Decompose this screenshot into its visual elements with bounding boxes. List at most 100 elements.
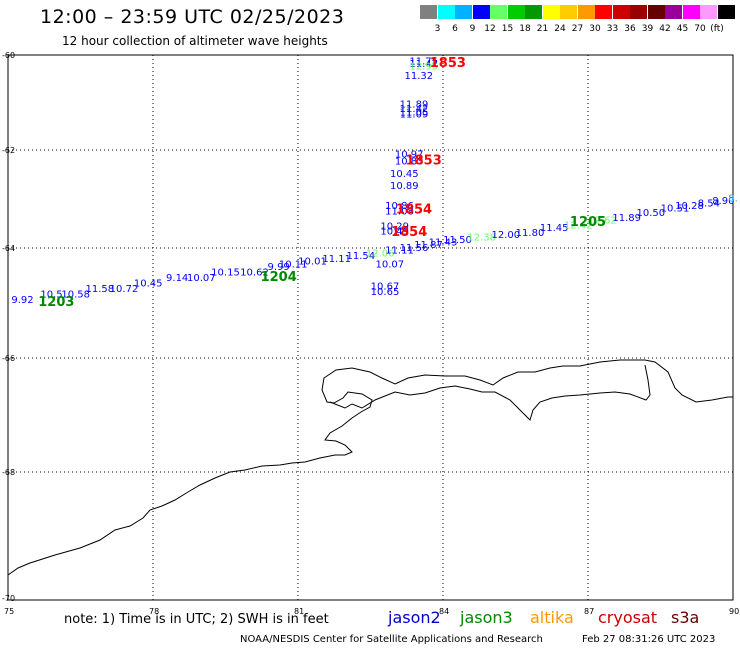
swh-value: 10.67: [371, 281, 400, 292]
scale-label: 9: [469, 24, 476, 34]
pass-time-label: 1853: [430, 56, 466, 71]
swh-value: 11.89: [612, 213, 641, 224]
swh-value: 10.72: [110, 284, 139, 295]
map-title: 12:00 – 23:59 UTC 02/25/2023: [40, 6, 345, 28]
lon-label: 81: [294, 607, 304, 616]
swh-value: 11.75: [409, 57, 438, 68]
swh-value: 10.51: [661, 203, 690, 214]
scale-label: 21: [536, 24, 549, 34]
satellite-name-altika: altika: [530, 608, 574, 627]
swh-value: 10.65: [371, 287, 400, 298]
scale-label: 30: [589, 24, 601, 34]
lat-label: -70: [2, 594, 15, 603]
pass-time-markers: 1203 1204 1205 1853 1853 1854 1854: [38, 56, 606, 310]
scale-swatch: [490, 5, 507, 19]
scale-swatch: [437, 5, 455, 19]
scale-label: 6: [452, 24, 458, 34]
swh-value: 10.89: [390, 181, 419, 192]
lon-label: 90: [729, 607, 739, 616]
pass-time-label: 1853: [406, 154, 442, 169]
scale-swatch: [647, 5, 665, 19]
swh-value: 12.95: [409, 61, 438, 72]
swh-value: 10.45: [134, 279, 163, 290]
lon-label: 75: [4, 607, 14, 616]
satellite-name-jason2: jason2: [388, 608, 441, 627]
scale-label: 12: [484, 24, 496, 34]
swh-value: 9.92: [11, 295, 33, 306]
pass-time-label: 1204: [261, 270, 297, 285]
swh-value: 11.45: [540, 223, 569, 234]
swh-value: 10.01: [298, 257, 327, 268]
swh-value: 10.07: [376, 259, 405, 270]
lat-label: -62: [2, 146, 15, 155]
scale-label: 27: [571, 24, 584, 34]
scale-label: 42: [659, 24, 671, 34]
swh-value: 11.87: [414, 240, 443, 251]
map-frame: [7, 54, 734, 601]
swh-value: 11.89: [400, 99, 429, 110]
antarctic-coastline: [7, 359, 733, 576]
swh-value: 11.11: [322, 254, 351, 265]
lat-label: -60: [2, 51, 15, 60]
swh-value: 9.14: [166, 273, 188, 284]
scale-swatch: [630, 5, 647, 19]
scale-label: 3: [434, 24, 441, 34]
swh-value: 10.86: [385, 201, 414, 212]
swh-value: 9.99: [268, 262, 290, 273]
swh-value: 10.29: [380, 221, 409, 232]
swh-value: 10.62: [240, 268, 269, 279]
scale-swatch: [472, 5, 490, 19]
swh-value: 12.62: [588, 216, 617, 227]
scale-swatch: [507, 5, 525, 19]
scale-swatch: [577, 5, 595, 19]
swh-value: 12.06: [366, 248, 395, 259]
swh-value: 10.45: [390, 169, 419, 180]
scale-label: 24: [554, 24, 566, 34]
footer-note: note: 1) Time is in UTC; 2) SWH is in fe…: [64, 612, 329, 627]
scale-label: 15: [501, 24, 514, 34]
swh-value: 10.97: [395, 149, 424, 160]
scale-unit: (ft): [710, 24, 724, 34]
swh-value: 10.15: [211, 268, 240, 279]
swh-value: 10.83: [395, 157, 424, 168]
scale-swatch: [542, 5, 560, 19]
scale-label: 45: [676, 24, 689, 34]
swh-value: 10.58: [61, 290, 90, 301]
swh-value: 8.90: [712, 196, 734, 207]
swh-value: 11.08: [385, 207, 414, 218]
pass-time-label: 1203: [38, 295, 74, 310]
swh-value: 11.09: [400, 110, 429, 121]
swh-value: 11.43: [429, 238, 458, 249]
satellite-name-jason3: jason3: [460, 608, 513, 627]
swh-value: 10.11: [279, 259, 308, 270]
scale-label: 39: [641, 24, 654, 34]
swh-value: 10.07: [187, 273, 216, 284]
scale-swatch: [717, 5, 735, 19]
scale-swatch: [525, 5, 542, 19]
swh-value: 11.50: [443, 235, 472, 246]
credit-line: NOAA/NESDIS Center for Satellite Applica…: [240, 634, 543, 645]
pass-time-label: 1854: [391, 225, 427, 240]
swh-value: 10.49: [380, 226, 409, 237]
swh-value: 8.54: [698, 198, 720, 209]
scale-swatch: [612, 5, 630, 19]
pass-time-label: 1854: [396, 203, 432, 218]
swh-value: 10.28: [675, 201, 704, 212]
lat-label: -66: [2, 354, 15, 363]
swh-value: 11.32: [405, 71, 434, 82]
scale-label: 33: [606, 24, 619, 34]
swh-value: 12.38: [467, 233, 496, 244]
coastline-inner: [329, 364, 651, 421]
swh-value: 11.58: [86, 284, 115, 295]
scale-label: 70: [694, 24, 706, 34]
swh-value: 10.5: [40, 290, 62, 301]
lat-label: -64: [2, 244, 15, 253]
swh-value: 11.11: [385, 246, 414, 257]
swh-value: 8.: [728, 193, 738, 204]
generated-timestamp: Feb 27 08:31:26 UTC 2023: [582, 634, 716, 645]
map-subtitle: 12 hour collection of altimeter wave hei…: [62, 34, 328, 48]
scale-swatch: [700, 5, 717, 19]
lon-label: 84: [439, 607, 449, 616]
scale-swatch: [420, 5, 437, 19]
